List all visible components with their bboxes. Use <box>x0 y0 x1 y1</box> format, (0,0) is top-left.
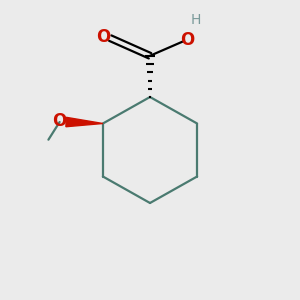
Text: O: O <box>52 112 67 130</box>
Text: O: O <box>96 28 110 46</box>
Text: O: O <box>180 31 194 49</box>
Text: H: H <box>190 14 201 27</box>
Polygon shape <box>66 117 103 127</box>
